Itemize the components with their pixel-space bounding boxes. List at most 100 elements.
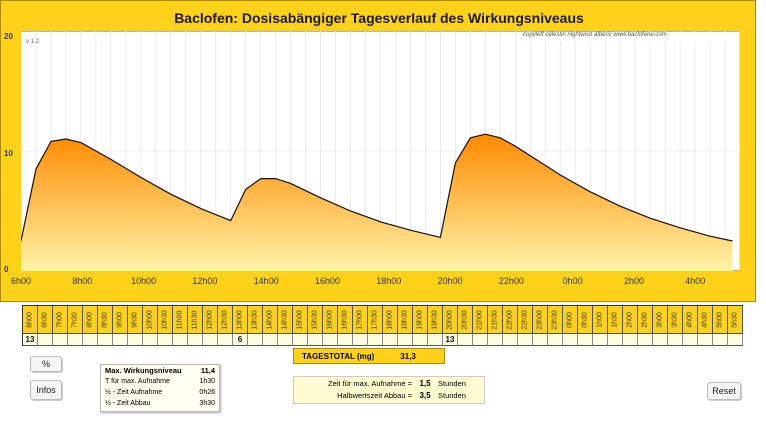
- dose-input[interactable]: [278, 334, 293, 346]
- info-value: 0h26: [199, 389, 215, 396]
- time-slot-header: 23h00: [533, 306, 548, 334]
- dose-input[interactable]: [548, 334, 563, 346]
- dose-input[interactable]: [338, 334, 353, 346]
- time-slot-header: 6h00: [23, 306, 38, 334]
- time-slot-label: 15h30: [311, 309, 319, 330]
- dose-input[interactable]: [593, 334, 608, 346]
- time-slot-label: 8h00: [86, 311, 94, 328]
- time-slot-label: 3h00: [656, 311, 664, 328]
- dose-input[interactable]: 13: [23, 334, 38, 346]
- dose-input[interactable]: [488, 334, 503, 346]
- dose-input[interactable]: [428, 334, 443, 346]
- dose-input[interactable]: [143, 334, 158, 346]
- dose-input[interactable]: [68, 334, 83, 346]
- dose-input[interactable]: [413, 334, 428, 346]
- time-slot-header: 21h00: [473, 306, 488, 334]
- dose-input[interactable]: [158, 334, 173, 346]
- time-slot-label: 21h00: [476, 309, 484, 330]
- dose-input[interactable]: [353, 334, 368, 346]
- time-slot-header: 17h30: [368, 306, 383, 334]
- x-tick-label: 2h00: [623, 276, 645, 286]
- dose-input[interactable]: [683, 334, 698, 346]
- time-slot-label: 10h30: [161, 309, 169, 330]
- time-slot-label: 8h30: [101, 311, 109, 328]
- total-value: 31,3: [400, 351, 416, 361]
- chart-frame: Baclofen: Dosisabängiger Tagesverlauf de…: [0, 0, 756, 302]
- area-series-line: [21, 133, 733, 242]
- dose-input[interactable]: [458, 334, 473, 346]
- dose-input[interactable]: [473, 334, 488, 346]
- dose-input[interactable]: [323, 334, 338, 346]
- dose-input[interactable]: [653, 334, 668, 346]
- time-slot-label: 21h30: [491, 309, 499, 330]
- dose-input[interactable]: [188, 334, 203, 346]
- dose-input[interactable]: [713, 334, 728, 346]
- dose-input[interactable]: [38, 334, 53, 346]
- time-slot-label: 2h00: [626, 311, 634, 328]
- dose-input[interactable]: [98, 334, 113, 346]
- infos-button[interactable]: Infos: [30, 380, 62, 400]
- time-slot-header: 11h00: [173, 306, 188, 334]
- time-slot-header: 11h30: [188, 306, 203, 334]
- chart-title: Baclofen: Dosisabängiger Tagesverlauf de…: [174, 10, 584, 26]
- stat-unit: Stunden: [438, 378, 466, 388]
- dose-input[interactable]: [128, 334, 143, 346]
- dose-input[interactable]: [53, 334, 68, 346]
- time-slot-label: 9h30: [131, 311, 139, 328]
- time-slot-header: 16h00: [323, 306, 338, 334]
- dose-input[interactable]: [623, 334, 638, 346]
- dose-input[interactable]: 6: [233, 334, 248, 346]
- dose-input[interactable]: [698, 334, 713, 346]
- time-slot-header: 4h00: [683, 306, 698, 334]
- time-slot-label: 10h00: [146, 309, 154, 330]
- dose-input[interactable]: [173, 334, 188, 346]
- dose-input[interactable]: 13: [443, 334, 458, 346]
- dose-input[interactable]: [83, 334, 98, 346]
- dose-input[interactable]: [728, 334, 743, 346]
- dose-input[interactable]: [563, 334, 578, 346]
- dose-input[interactable]: [308, 334, 323, 346]
- dose-input[interactable]: [533, 334, 548, 346]
- dose-input[interactable]: [368, 334, 383, 346]
- time-slot-header: 19h30: [428, 306, 443, 334]
- dose-input[interactable]: [668, 334, 683, 346]
- time-slot-header: 22h30: [518, 306, 533, 334]
- time-slot-label: 3h30: [671, 311, 679, 328]
- dose-input[interactable]: [518, 334, 533, 346]
- stat-unit: Stunden: [438, 390, 466, 400]
- x-tick-label: 18h00: [376, 276, 402, 286]
- dose-input[interactable]: [398, 334, 413, 346]
- dose-input[interactable]: [248, 334, 263, 346]
- reset-button[interactable]: Reset: [707, 382, 741, 400]
- y-tick-label: 20: [4, 32, 13, 41]
- time-slot-header: 23h30: [548, 306, 563, 334]
- time-slot-label: 11h30: [191, 310, 199, 329]
- time-slot-label: 9h00: [116, 311, 124, 328]
- dose-input[interactable]: [578, 334, 593, 346]
- dose-input[interactable]: [293, 334, 308, 346]
- stat-label: Halbwertszeit Abbau =: [337, 390, 412, 400]
- dose-input[interactable]: [638, 334, 653, 346]
- time-slot-label: 22h00: [506, 309, 514, 330]
- time-slot-label: 12h30: [221, 309, 229, 330]
- time-slot-label: 22h30: [521, 309, 529, 330]
- time-slot-label: 19h00: [416, 309, 424, 330]
- time-slot-header: 1h00: [593, 306, 608, 334]
- time-slot-label: 5h00: [716, 311, 724, 328]
- dose-input[interactable]: [608, 334, 623, 346]
- dose-input[interactable]: [383, 334, 398, 346]
- dose-input[interactable]: [263, 334, 278, 346]
- time-slot-label: 17h30: [371, 309, 379, 330]
- dose-input[interactable]: [503, 334, 518, 346]
- dose-input[interactable]: [218, 334, 233, 346]
- x-tick-label: 16h00: [314, 276, 341, 286]
- percent-button[interactable]: %: [30, 356, 62, 372]
- x-tick-label: 12h00: [192, 276, 218, 286]
- dose-input[interactable]: [203, 334, 218, 346]
- time-slot-label: 12h00: [206, 309, 214, 330]
- x-tick-label: 0h00: [562, 276, 583, 286]
- info-value: 11,4: [200, 366, 215, 375]
- info-value: 3h30: [199, 400, 215, 407]
- dose-input[interactable]: [113, 334, 128, 346]
- time-slot-label: 1h30: [611, 311, 619, 328]
